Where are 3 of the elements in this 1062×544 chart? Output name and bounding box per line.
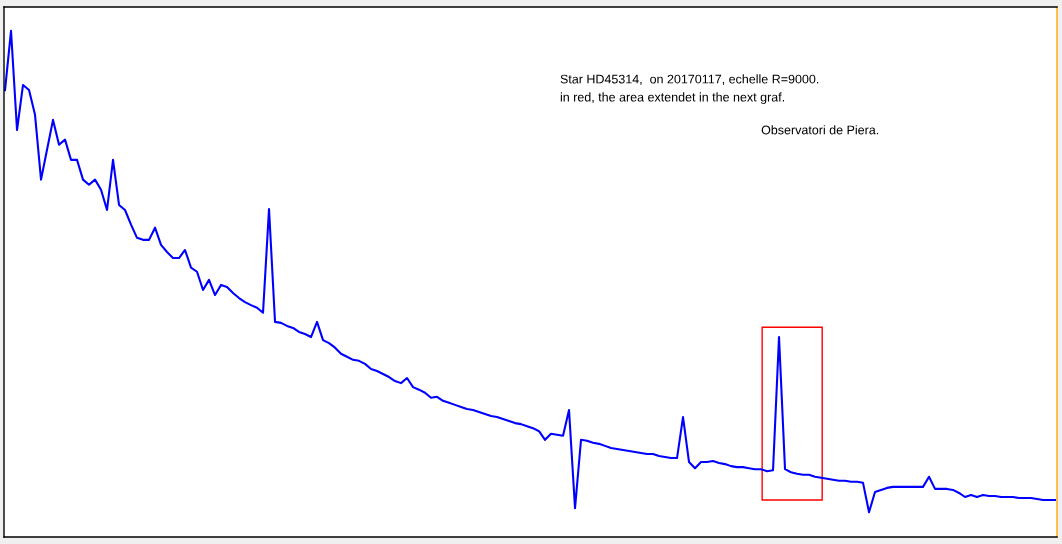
- annotation: in red, the area extendet in the next graf.: [560, 92, 784, 104]
- annotation: Star HD45314, on 20170117, echelle R=9000.: [560, 74, 819, 85]
- annotation: Observatori de Piera.: [761, 125, 879, 135]
